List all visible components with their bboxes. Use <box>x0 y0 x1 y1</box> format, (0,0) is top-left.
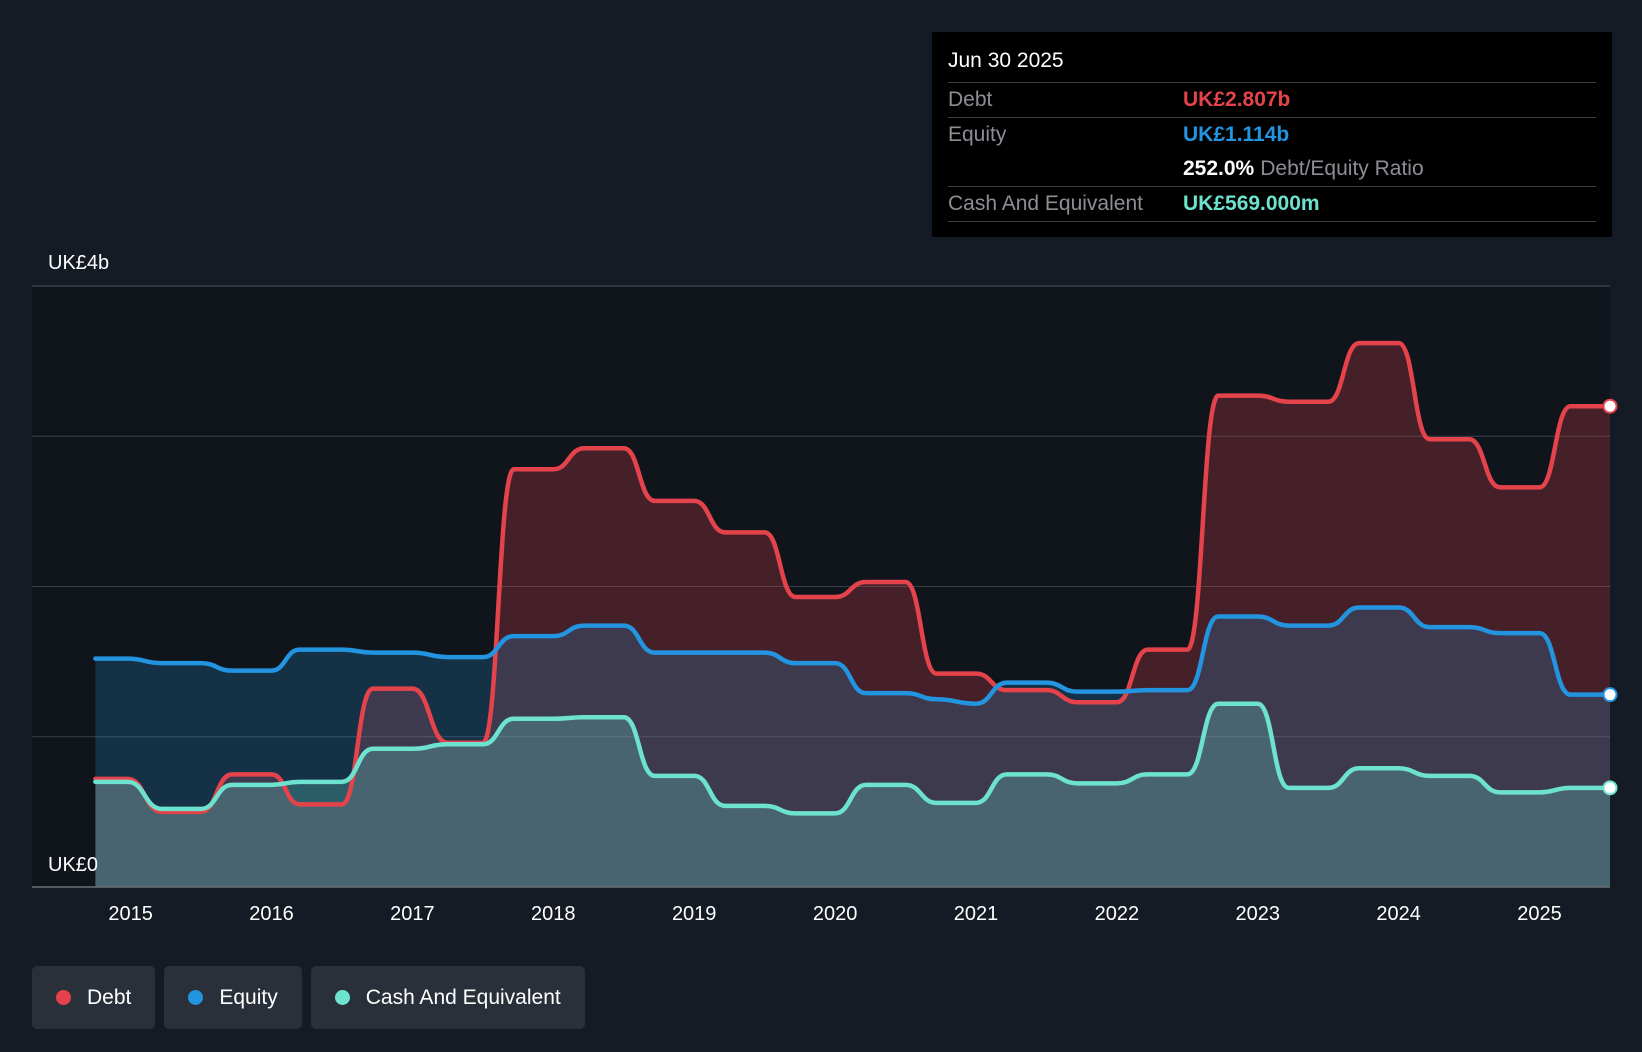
x-tick-label-2016: 2016 <box>249 903 294 925</box>
tooltip-equity-row: Equity UK£1.114b <box>948 118 1596 152</box>
x-tick-label-2018: 2018 <box>531 903 576 925</box>
legend-label-equity: Equity <box>219 985 278 1009</box>
x-tick-label-2021: 2021 <box>954 903 999 925</box>
tooltip-ratio-row: 252.0% Debt/Equity Ratio <box>948 152 1596 187</box>
y-axis-top-label: UK£4b <box>48 252 109 274</box>
x-tick-label-2025: 2025 <box>1517 903 1562 925</box>
tooltip-debt-row: Debt UK£2.807b <box>948 83 1596 118</box>
y-axis-bottom-label: UK£0 <box>48 854 98 876</box>
x-tick-label-2015: 2015 <box>108 903 153 925</box>
tooltip-ratio-label: Debt/Equity Ratio <box>1260 157 1424 180</box>
tooltip-equity-value: UK£1.114b <box>1183 123 1290 146</box>
tooltip-debt-value: UK£2.807b <box>1183 88 1291 111</box>
area-equity <box>95 607 1611 887</box>
tooltip-cash-label: Cash And Equivalent <box>948 192 1143 215</box>
x-tick-label-2024: 2024 <box>1376 903 1421 925</box>
legend-item-debt[interactable]: Debt <box>32 966 156 1029</box>
data-tooltip: Jun 30 2025 Debt UK£2.807b Equity UK£1.1… <box>932 32 1612 237</box>
end-marker-cash-and-equivalent <box>1602 780 1618 796</box>
legend-dot-debt <box>56 990 71 1005</box>
tooltip-cash-value: UK£569.000m <box>1183 192 1320 215</box>
area-debt <box>95 343 1611 888</box>
legend-label-cash: Cash And Equivalent <box>365 985 561 1009</box>
x-tick-label-2020: 2020 <box>813 903 858 925</box>
chart-legend: Debt Equity Cash And Equivalent <box>32 966 585 1029</box>
legend-dot-cash <box>334 990 350 1005</box>
tooltip-debt-label: Debt <box>948 88 993 111</box>
line-debt <box>93 340 1613 815</box>
tooltip-equity-label: Equity <box>948 123 1007 146</box>
line-equity <box>93 605 1613 706</box>
x-axis-ticks: 2015 2016 2017 2018 2019 2020 2021 2022 2023 2024… <box>108 903 1561 925</box>
x-tick-label-2019: 2019 <box>672 903 717 925</box>
end-marker-debt <box>1602 398 1618 414</box>
x-tick-label-2017: 2017 <box>390 903 435 925</box>
x-tick-label-2023: 2023 <box>1236 903 1281 925</box>
tooltip-ratio-value: 252.0% <box>1183 157 1255 180</box>
end-markers <box>1602 398 1618 796</box>
tooltip-cash-row: Cash And Equivalent UK£569.000m <box>948 187 1596 222</box>
legend-item-equity[interactable]: Equity <box>164 966 302 1029</box>
tooltip-date: Jun 30 2025 <box>948 46 1596 83</box>
x-tick-label-2022: 2022 <box>1095 903 1140 925</box>
legend-label-debt: Debt <box>87 985 132 1009</box>
legend-dot-equity <box>188 990 204 1005</box>
line-cash-and-equivalent <box>93 701 1613 816</box>
legend-item-cash[interactable]: Cash And Equivalent <box>310 966 585 1029</box>
end-marker-equity <box>1602 687 1618 703</box>
series-lines <box>93 340 1613 816</box>
